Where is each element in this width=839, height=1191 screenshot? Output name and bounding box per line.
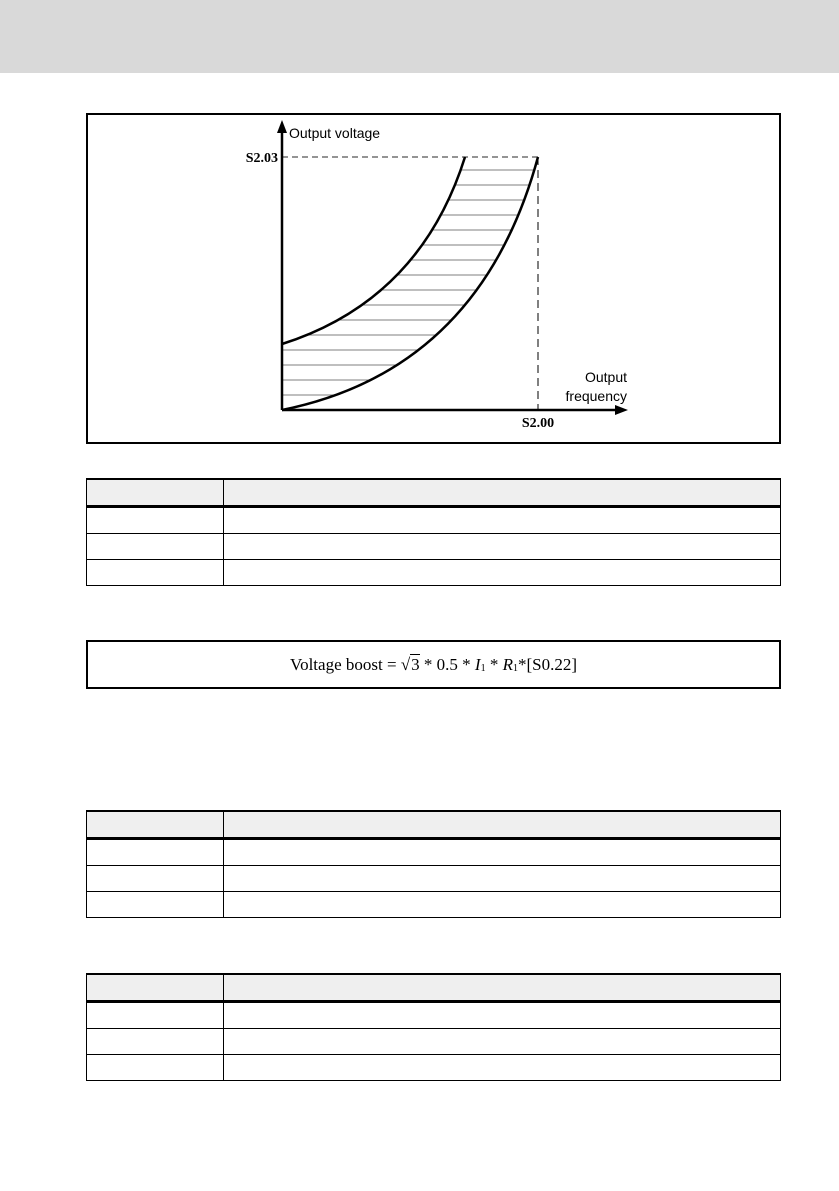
table-header-row bbox=[86, 478, 781, 508]
current-symbol: I bbox=[474, 655, 481, 674]
table-row bbox=[86, 506, 781, 534]
cell bbox=[86, 506, 224, 534]
cell bbox=[86, 838, 224, 866]
voltage-boost-diagram bbox=[86, 113, 781, 444]
table-row bbox=[86, 1001, 781, 1029]
cell bbox=[86, 1054, 224, 1081]
table-row bbox=[86, 559, 781, 586]
table-header-row bbox=[86, 810, 781, 840]
lower-curve bbox=[281, 156, 540, 412]
cell bbox=[86, 559, 224, 586]
x-axis-label-line2: frequency bbox=[566, 388, 627, 404]
cell bbox=[223, 865, 781, 892]
page-header-band bbox=[0, 0, 839, 73]
x-axis-label-line1: Output bbox=[585, 369, 627, 385]
formula-times: * bbox=[485, 655, 503, 674]
cell bbox=[223, 838, 781, 866]
x-marker-label: S2.00 bbox=[522, 416, 554, 431]
cell bbox=[86, 865, 224, 892]
cell bbox=[223, 1028, 781, 1055]
header-cell bbox=[86, 478, 224, 508]
table-row bbox=[86, 865, 781, 892]
cell bbox=[86, 1001, 224, 1029]
sqrt-radicand: 3 bbox=[410, 654, 420, 674]
header-cell bbox=[86, 810, 224, 840]
sqrt-sign: √ bbox=[400, 655, 411, 674]
cell bbox=[223, 506, 781, 534]
table-row bbox=[86, 891, 781, 918]
table-header-row bbox=[86, 973, 781, 1003]
y-axis-arrow-icon bbox=[277, 120, 287, 133]
upper-curve bbox=[281, 156, 467, 346]
header-cell bbox=[86, 973, 224, 1003]
cell bbox=[223, 559, 781, 586]
table-row bbox=[86, 533, 781, 560]
formula-mid: * 0.5 * bbox=[419, 655, 475, 674]
x-axis-arrow-icon bbox=[615, 405, 628, 415]
parameter-table-1 bbox=[86, 478, 781, 586]
cell bbox=[86, 891, 224, 918]
cell bbox=[223, 1001, 781, 1029]
resistance-subscript: 1 bbox=[512, 663, 518, 674]
diagram-svg: Output voltage Output frequency S2.03 S2… bbox=[246, 120, 628, 431]
header-cell bbox=[223, 478, 781, 508]
y-axis-label: Output voltage bbox=[289, 125, 380, 141]
cell bbox=[223, 1054, 781, 1081]
voltage-boost-formula: Voltage boost = √3 * 0.5 * I1 * R1*[S0.2… bbox=[86, 640, 781, 689]
parameter-table-3 bbox=[86, 973, 781, 1081]
cell bbox=[223, 891, 781, 918]
table-row bbox=[86, 1054, 781, 1081]
table-row bbox=[86, 838, 781, 866]
resistance-symbol: R bbox=[502, 655, 513, 674]
parameter-table-2 bbox=[86, 810, 781, 918]
cell bbox=[223, 533, 781, 560]
formula-lhs: Voltage boost = bbox=[290, 655, 401, 674]
cell bbox=[86, 1028, 224, 1055]
header-cell bbox=[223, 973, 781, 1003]
hatch-area bbox=[282, 169, 538, 396]
table-row bbox=[86, 1028, 781, 1055]
header-cell bbox=[223, 810, 781, 840]
cell bbox=[86, 533, 224, 560]
y-marker-label: S2.03 bbox=[246, 151, 278, 166]
current-subscript: 1 bbox=[480, 663, 486, 674]
formula-tail: *[S0.22] bbox=[517, 655, 577, 674]
